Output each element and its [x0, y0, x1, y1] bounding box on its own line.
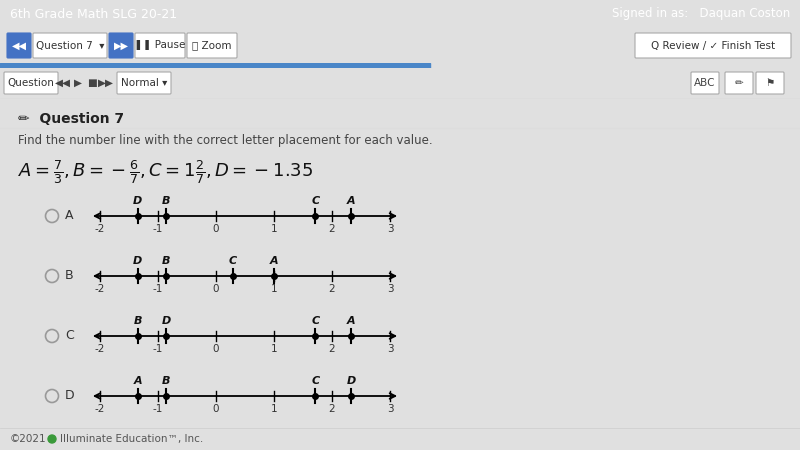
FancyBboxPatch shape — [691, 72, 719, 94]
Text: Question: Question — [7, 78, 54, 88]
Text: ✏  Question 7: ✏ Question 7 — [18, 112, 124, 126]
Text: C: C — [311, 376, 319, 386]
Text: ABC: ABC — [694, 78, 716, 88]
Text: C: C — [229, 256, 237, 266]
Text: ❚❚ Pause: ❚❚ Pause — [134, 40, 186, 50]
Text: ©2021: ©2021 — [10, 434, 46, 444]
Text: 6th Grade Math SLG 20-21: 6th Grade Math SLG 20-21 — [10, 8, 177, 21]
Text: ■: ■ — [87, 78, 97, 88]
Text: B: B — [162, 256, 170, 266]
Text: A: A — [347, 316, 356, 326]
FancyBboxPatch shape — [33, 33, 107, 58]
FancyBboxPatch shape — [725, 72, 753, 94]
Text: ◀◀: ◀◀ — [11, 40, 26, 50]
Text: 1: 1 — [270, 284, 278, 294]
Text: Normal ▾: Normal ▾ — [121, 78, 167, 88]
Text: ⚑: ⚑ — [766, 78, 774, 88]
Text: Signed in as:   Daquan Coston: Signed in as: Daquan Coston — [612, 8, 790, 21]
Text: 1: 1 — [270, 224, 278, 234]
Text: -1: -1 — [153, 284, 163, 294]
Text: 2: 2 — [329, 284, 335, 294]
Text: Illuminate Education™, Inc.: Illuminate Education™, Inc. — [60, 434, 203, 444]
Text: Question 7  ▾: Question 7 ▾ — [36, 40, 104, 50]
Text: B: B — [65, 270, 74, 283]
Text: B: B — [162, 376, 170, 386]
FancyBboxPatch shape — [756, 72, 784, 94]
Circle shape — [48, 435, 56, 443]
Text: A: A — [65, 210, 74, 222]
Text: -1: -1 — [153, 224, 163, 234]
Text: 3: 3 — [386, 224, 394, 234]
Bar — [0, 63, 430, 68]
FancyBboxPatch shape — [117, 72, 171, 94]
Text: 0: 0 — [213, 404, 219, 414]
Text: D: D — [133, 256, 142, 266]
Text: ✏: ✏ — [734, 78, 743, 88]
Text: 0: 0 — [213, 224, 219, 234]
Text: B: B — [162, 196, 170, 206]
Text: ▶▶: ▶▶ — [98, 78, 114, 88]
Text: -2: -2 — [95, 284, 105, 294]
Text: D: D — [162, 316, 171, 326]
FancyBboxPatch shape — [4, 72, 58, 94]
Text: D: D — [65, 390, 74, 402]
Text: 2: 2 — [329, 344, 335, 354]
FancyBboxPatch shape — [109, 33, 133, 58]
Text: C: C — [311, 196, 319, 206]
Text: $A = \frac{7}{3}, B = -\frac{6}{7}, C = 1\frac{2}{7}, D = -1.35$: $A = \frac{7}{3}, B = -\frac{6}{7}, C = … — [18, 158, 313, 186]
Text: A: A — [270, 256, 278, 266]
Text: 🔍 Zoom: 🔍 Zoom — [192, 40, 232, 50]
FancyBboxPatch shape — [187, 33, 237, 58]
Text: D: D — [133, 196, 142, 206]
Text: ▶▶: ▶▶ — [114, 40, 129, 50]
FancyBboxPatch shape — [7, 33, 31, 58]
Text: 1: 1 — [270, 404, 278, 414]
Text: Q Review / ✓ Finish Test: Q Review / ✓ Finish Test — [651, 40, 775, 50]
Text: 0: 0 — [213, 344, 219, 354]
Text: -1: -1 — [153, 404, 163, 414]
Text: 3: 3 — [386, 284, 394, 294]
Text: Find the number line with the correct letter placement for each value.: Find the number line with the correct le… — [18, 134, 433, 147]
Text: 3: 3 — [386, 404, 394, 414]
FancyBboxPatch shape — [635, 33, 791, 58]
Text: ◀◀: ◀◀ — [55, 78, 71, 88]
Text: ▶: ▶ — [74, 78, 82, 88]
Text: 0: 0 — [213, 284, 219, 294]
Text: B: B — [134, 316, 142, 326]
Text: A: A — [347, 196, 356, 206]
Text: A: A — [134, 376, 142, 386]
Text: 2: 2 — [329, 224, 335, 234]
Text: -2: -2 — [95, 344, 105, 354]
FancyBboxPatch shape — [135, 33, 185, 58]
Text: 1: 1 — [270, 344, 278, 354]
Text: -1: -1 — [153, 344, 163, 354]
Text: -2: -2 — [95, 404, 105, 414]
Text: C: C — [65, 329, 74, 342]
Text: -2: -2 — [95, 224, 105, 234]
Text: D: D — [346, 376, 356, 386]
Text: 2: 2 — [329, 404, 335, 414]
Text: 3: 3 — [386, 344, 394, 354]
Text: C: C — [311, 316, 319, 326]
